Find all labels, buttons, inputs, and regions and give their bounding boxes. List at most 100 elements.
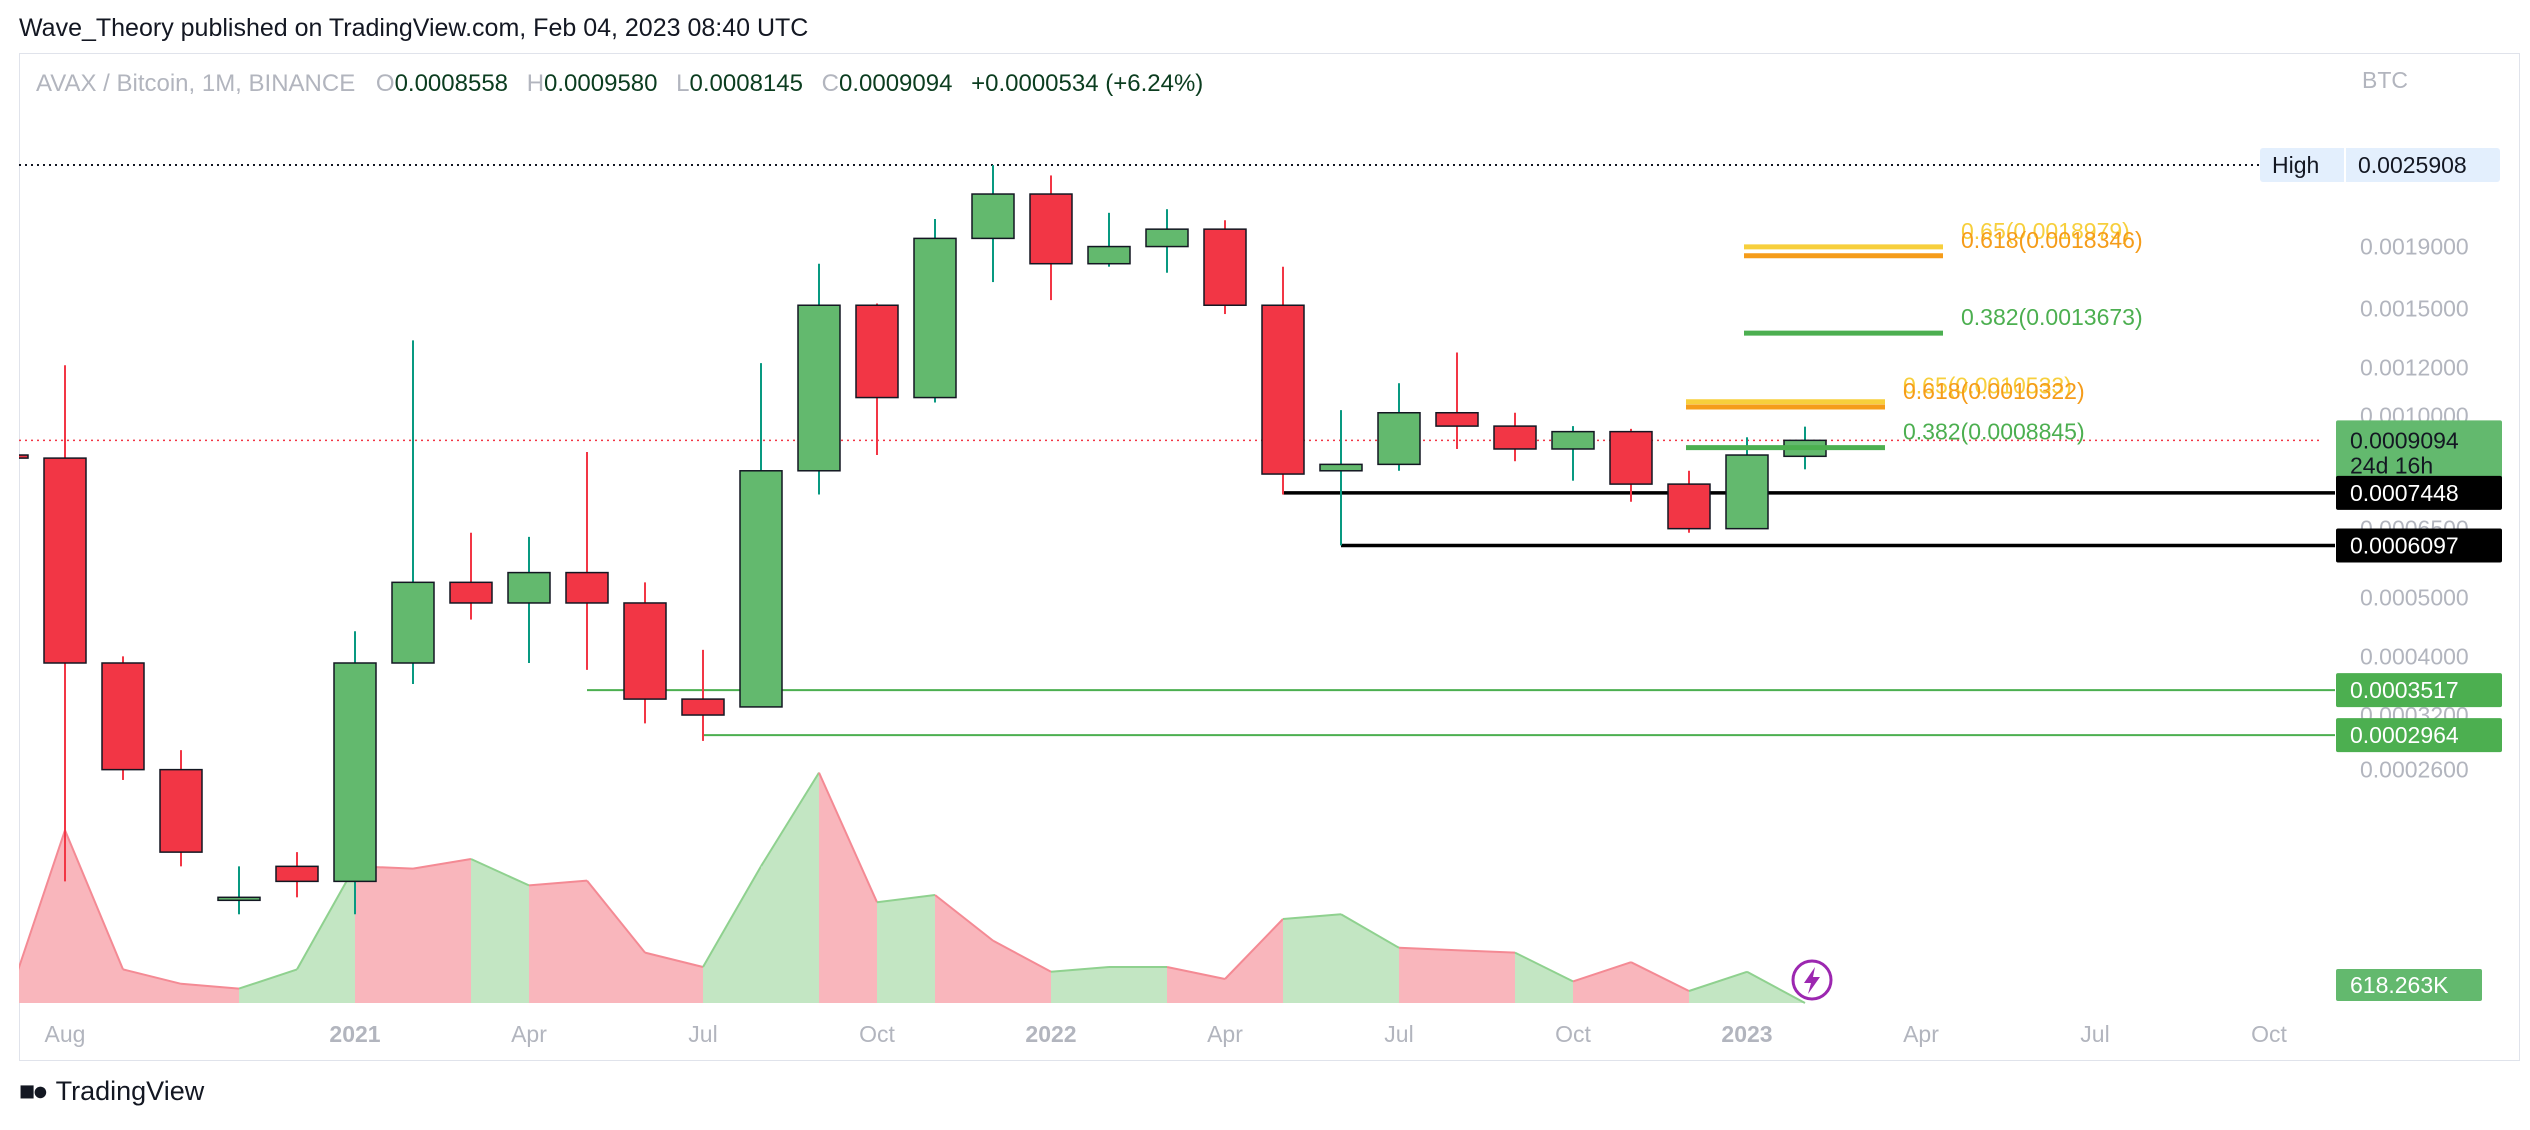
candle-body [1261, 304, 1305, 475]
candle[interactable] [913, 218, 957, 403]
candle[interactable] [449, 532, 493, 620]
candle[interactable] [1261, 266, 1305, 495]
fib-level-label: 0.65(0.0018979) [1961, 218, 2130, 244]
volume-pane [19, 772, 1806, 1004]
time-axis-label: Apr [511, 1021, 547, 1047]
lightning-icon-bolt [1804, 967, 1820, 994]
candle-body [1551, 430, 1595, 450]
volume-area-edge [876, 894, 936, 904]
time-axis-label: Oct [1555, 1021, 1591, 1047]
candle[interactable] [1609, 428, 1653, 502]
level-price-badge-bg [2336, 718, 2502, 753]
candle[interactable] [797, 263, 841, 495]
candle-body [855, 304, 899, 399]
publisher-caption: Wave_Theory published on TradingView.com… [19, 14, 809, 42]
volume-area-segment [1573, 962, 1631, 1003]
volume-area-segment [1341, 914, 1399, 1003]
level-price-badge-text: 0.0006097 [2350, 532, 2459, 558]
fib-level-label: 0.65(0.0010533) [1903, 373, 2072, 399]
candle[interactable] [1551, 426, 1595, 481]
candle[interactable] [43, 365, 87, 882]
symbol-title[interactable]: AVAX / Bitcoin, 1M, BINANCE [36, 70, 356, 97]
candle-body [507, 571, 551, 604]
candle-body [391, 581, 435, 664]
candle[interactable] [623, 582, 667, 724]
footer-brand[interactable]: TradingView [55, 1076, 205, 1106]
candle[interactable] [1725, 437, 1769, 530]
candle[interactable] [681, 649, 725, 741]
high-value: 0.0009580 [544, 70, 658, 97]
fib-level-label: 0.618(0.0018346) [1961, 227, 2143, 253]
candle-body [1145, 228, 1189, 248]
volume-value-badge-bg [2336, 969, 2482, 1001]
candle[interactable] [507, 536, 551, 663]
volume-area-segment [1631, 962, 1689, 1003]
candle[interactable] [1667, 470, 1711, 533]
candle-body [101, 662, 145, 771]
candle[interactable] [391, 340, 435, 685]
volume-area-segment [1283, 914, 1341, 1003]
level-price-badge[interactable]: 0.0003517 [2336, 673, 2502, 708]
fib-levels: 0.65(0.0018979)0.618(0.0018346) 0.382(0.0… [1686, 218, 2143, 451]
level-price-badge[interactable]: 0.0002964 [2336, 718, 2502, 753]
volume-area-segment [529, 880, 587, 1003]
volume-area-edge [1282, 913, 1342, 920]
time-axis-label: Oct [2251, 1021, 2287, 1047]
candle[interactable] [1145, 209, 1189, 273]
volume-area-segment [1109, 967, 1167, 1003]
high-marker[interactable]: High 0.0025908 [2260, 148, 2500, 182]
candle[interactable] [1377, 383, 1421, 471]
volume-area-segment [1457, 950, 1515, 1003]
level-price-badge[interactable]: 0.0006097 [2336, 528, 2502, 563]
ohlc-legend: AVAX / Bitcoin, 1M, BINANCE O0.0008558 H… [36, 70, 1203, 98]
volume-area-segment [993, 940, 1051, 1003]
fib-level-label: 0.618(0.0010322) [1903, 378, 2085, 404]
volume-value-badge[interactable]: 618.263K [2336, 969, 2482, 1001]
level-price-badge[interactable]: 0.0007448 [2336, 475, 2502, 510]
volume-area-segment [181, 983, 239, 1003]
candle[interactable] [275, 852, 319, 898]
candle[interactable] [971, 165, 1015, 283]
price-axis-label: 0.0005000 [2360, 585, 2469, 611]
candle-body [1493, 425, 1537, 450]
time-axis-label: Oct [859, 1021, 895, 1047]
price-axis-label: 0.0012000 [2360, 354, 2469, 380]
price-axis-label: 0.0002600 [2360, 757, 2469, 783]
candle[interactable] [333, 631, 377, 915]
volume-area-segment [123, 969, 181, 1003]
candle[interactable] [1203, 220, 1247, 315]
lightning-icon[interactable] [1791, 959, 1833, 1001]
volume-area-edge [1456, 949, 1516, 954]
candles [0, 165, 1827, 915]
candle[interactable] [1493, 412, 1537, 462]
volume-area-edge [934, 894, 994, 942]
candle[interactable] [0, 449, 29, 471]
candle[interactable] [739, 363, 783, 708]
candle[interactable] [159, 750, 203, 867]
candle[interactable] [101, 656, 145, 780]
candle[interactable] [565, 451, 609, 670]
candle-body [1319, 463, 1363, 472]
current-price-badge-bg [2336, 420, 2502, 483]
close-value: 0.0009094 [838, 70, 953, 97]
volume-area-edge [1340, 913, 1400, 949]
current-price-countdown: 24d 16h [2350, 452, 2433, 478]
level-price-badge-bg [2336, 673, 2502, 708]
axes: Aug 2021 Apr Jul Oct 2022 Apr Jul Oct 2023 Apr Jul O… [45, 67, 2469, 1047]
tradingview-logo-icon[interactable]: ■● [19, 1076, 49, 1106]
volume-area-edge [760, 772, 820, 867]
candle[interactable] [1087, 212, 1131, 267]
volume-area-edge [1398, 946, 1458, 952]
candle[interactable] [855, 303, 899, 456]
high-marker-label: High [2272, 152, 2319, 178]
candle[interactable] [217, 866, 261, 915]
candle[interactable] [1319, 410, 1363, 546]
candle[interactable] [1029, 175, 1073, 301]
candle-body [1029, 193, 1073, 265]
candle-body [739, 470, 783, 708]
candle[interactable] [1435, 352, 1479, 449]
volume-area-edge [702, 865, 762, 968]
